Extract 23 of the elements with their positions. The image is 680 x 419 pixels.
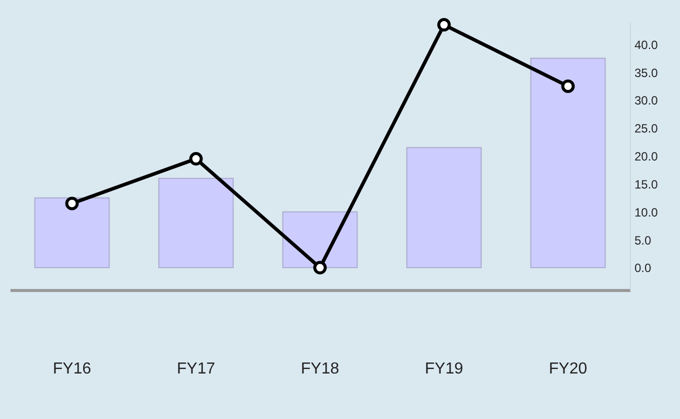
bar [530,58,606,268]
x-tick-label: FY17 [176,360,216,378]
y-tick-label: 0.0 [634,261,652,276]
bar [158,178,234,268]
y-tick-label: 35.0 [634,66,658,80]
bar [34,197,110,268]
point [561,79,575,93]
point [437,18,451,32]
y-tick-label: 15.0 [634,177,658,192]
point [313,260,327,274]
y-tick-label: 5.0 [634,233,652,248]
y-tick-label: 20.0 [634,150,658,164]
point [189,152,203,166]
y-tick-label: 40.0 [634,38,658,52]
y-tick-label: 25.0 [634,122,658,136]
x-tick-label: FY19 [424,360,464,378]
y-tick-label: 10.0 [634,205,658,220]
point [65,196,79,210]
x-tick-label: FY18 [300,360,340,378]
y-tick-label: 30.0 [634,94,658,108]
bar [406,147,482,268]
x-tick-label: FY20 [548,360,588,378]
x-tick-label: FY16 [52,360,92,378]
